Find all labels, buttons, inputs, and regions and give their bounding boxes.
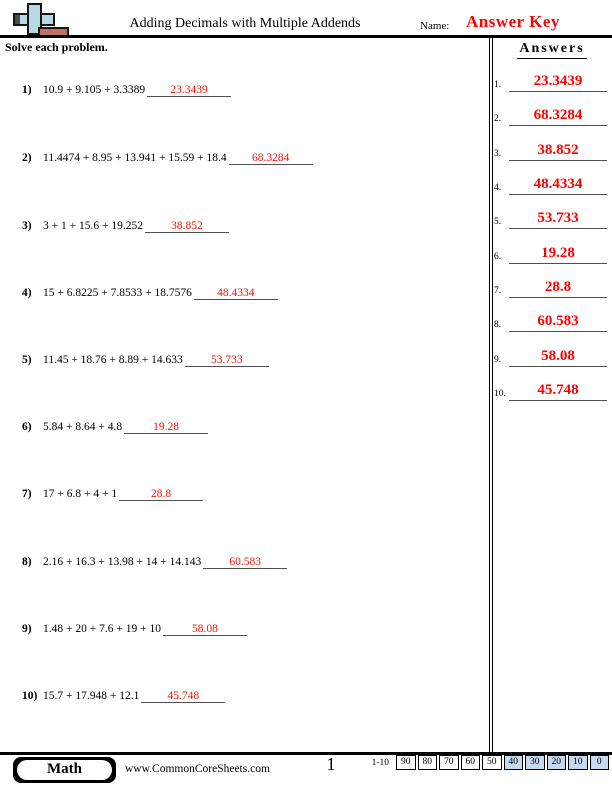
problem-answer-blank: 53.733	[184, 354, 269, 367]
score-cell: 70	[439, 755, 459, 770]
commoncoresheets-plus-logo	[0, 0, 80, 38]
problem-row: 4) 15 + 6.8225 + 7.8533 + 18.7576 48.4334	[22, 287, 278, 300]
answer-number: 3.	[494, 149, 502, 159]
instruction-text: Solve each problem.	[5, 40, 108, 54]
answer-value: 23.3439	[509, 72, 607, 92]
answer-value: 53.733	[509, 209, 607, 229]
answer-value: 28.8	[509, 278, 607, 298]
score-cell: 90	[396, 755, 416, 770]
score-strip: 1-10 90 80 70 60 50 40 30 20 10 0	[372, 755, 609, 770]
answer-row: 3. 38.852	[494, 140, 607, 161]
problem-row: 8) 2.16 + 16.3 + 13.98 + 14 + 14.143 60.58…	[22, 556, 288, 569]
answer-value: 68.3284	[509, 106, 607, 126]
problem-expression: 1.48 + 20 + 7.6 + 19 + 10	[43, 623, 161, 635]
problem-row: 3) 3 + 1 + 15.6 + 19.252 38.852	[22, 220, 229, 233]
problem-row: 9) 1.48 + 20 + 7.6 + 19 + 10 58.08	[22, 623, 247, 636]
problem-row: 7) 17 + 6.8 + 4 + 1 28.8	[22, 488, 204, 501]
score-range-label: 1-10	[371, 757, 389, 768]
answer-number: 8.	[494, 320, 502, 330]
score-cell: 10	[568, 755, 588, 770]
problem-expression: 17 + 6.8 + 4 + 1	[43, 488, 118, 500]
score-cell: 20	[546, 755, 566, 770]
name-label: Name:	[420, 20, 450, 32]
problem-number: 7)	[22, 488, 32, 500]
problem-row: 10) 15.7 + 17.948 + 12.1 45.748	[22, 690, 226, 703]
problem-number: 8)	[22, 556, 32, 568]
answer-row: 7. 28.8	[494, 277, 607, 298]
answer-value: 58.08	[509, 347, 607, 367]
page-title: Adding Decimals with Multiple Addends	[129, 16, 361, 31]
answer-row: 9. 58.08	[494, 346, 607, 367]
problem-expression: 5.84 + 8.64 + 4.8	[43, 421, 123, 433]
answer-row: 1. 23.3439	[494, 71, 607, 92]
answer-row: 4. 48.4334	[494, 174, 607, 195]
answer-value: 48.4334	[509, 175, 607, 195]
problem-expression: 11.45 + 18.76 + 8.89 + 14.633	[43, 354, 183, 366]
problem-number: 1)	[22, 84, 32, 96]
problem-expression: 15 + 6.8225 + 7.8533 + 18.7576	[43, 287, 192, 299]
answer-row: 2. 68.3284	[494, 105, 607, 126]
answers-heading: Answers	[517, 41, 587, 59]
answer-value: 38.852	[509, 141, 607, 161]
score-cell: 40	[503, 755, 523, 770]
problem-number: 5)	[22, 354, 32, 366]
score-cell: 50	[482, 755, 502, 770]
answer-number: 2.	[494, 114, 502, 124]
problem-answer-blank: 58.08	[162, 623, 247, 636]
answer-value: 19.28	[509, 244, 607, 264]
answer-row: 5. 53.733	[494, 208, 607, 229]
problem-answer-blank: 68.3284	[228, 152, 313, 165]
problem-number: 6)	[22, 421, 32, 433]
problem-row: 2) 11.4474 + 8.95 + 13.941 + 15.59 + 18.4…	[22, 152, 313, 165]
plus-icon-shadow	[15, 15, 20, 24]
score-cell: 0	[589, 755, 609, 770]
problem-answer-blank: 28.8	[119, 488, 204, 501]
problem-row: 5) 11.45 + 18.76 + 8.89 + 14.633 53.733	[22, 354, 269, 367]
problem-expression: 15.7 + 17.948 + 12.1	[43, 690, 140, 702]
math-subject-badge: Math	[13, 757, 116, 783]
score-cell: 30	[525, 755, 545, 770]
answer-number: 1.	[494, 80, 502, 90]
answer-number: 9.	[494, 355, 502, 365]
problem-answer-blank: 23.3439	[147, 84, 232, 97]
answer-value: 45.748	[509, 381, 607, 401]
answer-row: 10. 45.748	[494, 380, 607, 401]
problem-expression: 3 + 1 + 15.6 + 19.252	[43, 220, 143, 232]
problem-number: 3)	[22, 220, 32, 232]
answer-number: 4.	[494, 183, 502, 193]
problem-number: 2)	[22, 152, 32, 164]
header-rule	[0, 35, 612, 38]
answers-column-divider	[489, 38, 493, 752]
problem-expression: 11.4474 + 8.95 + 13.941 + 15.59 + 18.4	[43, 152, 227, 164]
answer-number: 6.	[494, 252, 502, 262]
website-text: www.CommonCoreSheets.com	[125, 763, 270, 775]
footer-rule	[0, 752, 612, 755]
problem-row: 6) 5.84 + 8.64 + 4.8 19.28	[22, 421, 209, 434]
answer-row: 6. 19.28	[494, 243, 607, 264]
score-cell: 80	[417, 755, 437, 770]
page-number: 1	[326, 754, 336, 774]
problem-number: 10)	[22, 690, 38, 702]
problem-expression: 2.16 + 16.3 + 13.98 + 14 + 14.143	[43, 556, 202, 568]
problem-answer-blank: 45.748	[141, 690, 226, 703]
problem-row: 1) 10.9 + 9.105 + 3.3389 23.3439	[22, 84, 232, 97]
answers-heading-wrap: Answers	[500, 39, 604, 59]
problem-answer-blank: 48.4334	[193, 287, 278, 300]
score-cell: 60	[460, 755, 480, 770]
answer-number: 5.	[494, 217, 502, 227]
answer-number: 10.	[494, 389, 506, 399]
math-badge-label: Math	[17, 760, 112, 780]
problem-answer-blank: 60.583	[203, 556, 288, 569]
answer-number: 7.	[494, 286, 502, 296]
problem-answer-blank: 38.852	[144, 220, 229, 233]
problem-expression: 10.9 + 9.105 + 3.3389	[43, 84, 146, 96]
problem-number: 4)	[22, 287, 32, 299]
answer-row: 8. 60.583	[494, 311, 607, 332]
name-value-answer-key: Answer Key	[466, 12, 560, 31]
answer-value: 60.583	[509, 312, 607, 332]
problem-number: 9)	[22, 623, 32, 635]
problem-answer-blank: 19.28	[124, 421, 209, 434]
